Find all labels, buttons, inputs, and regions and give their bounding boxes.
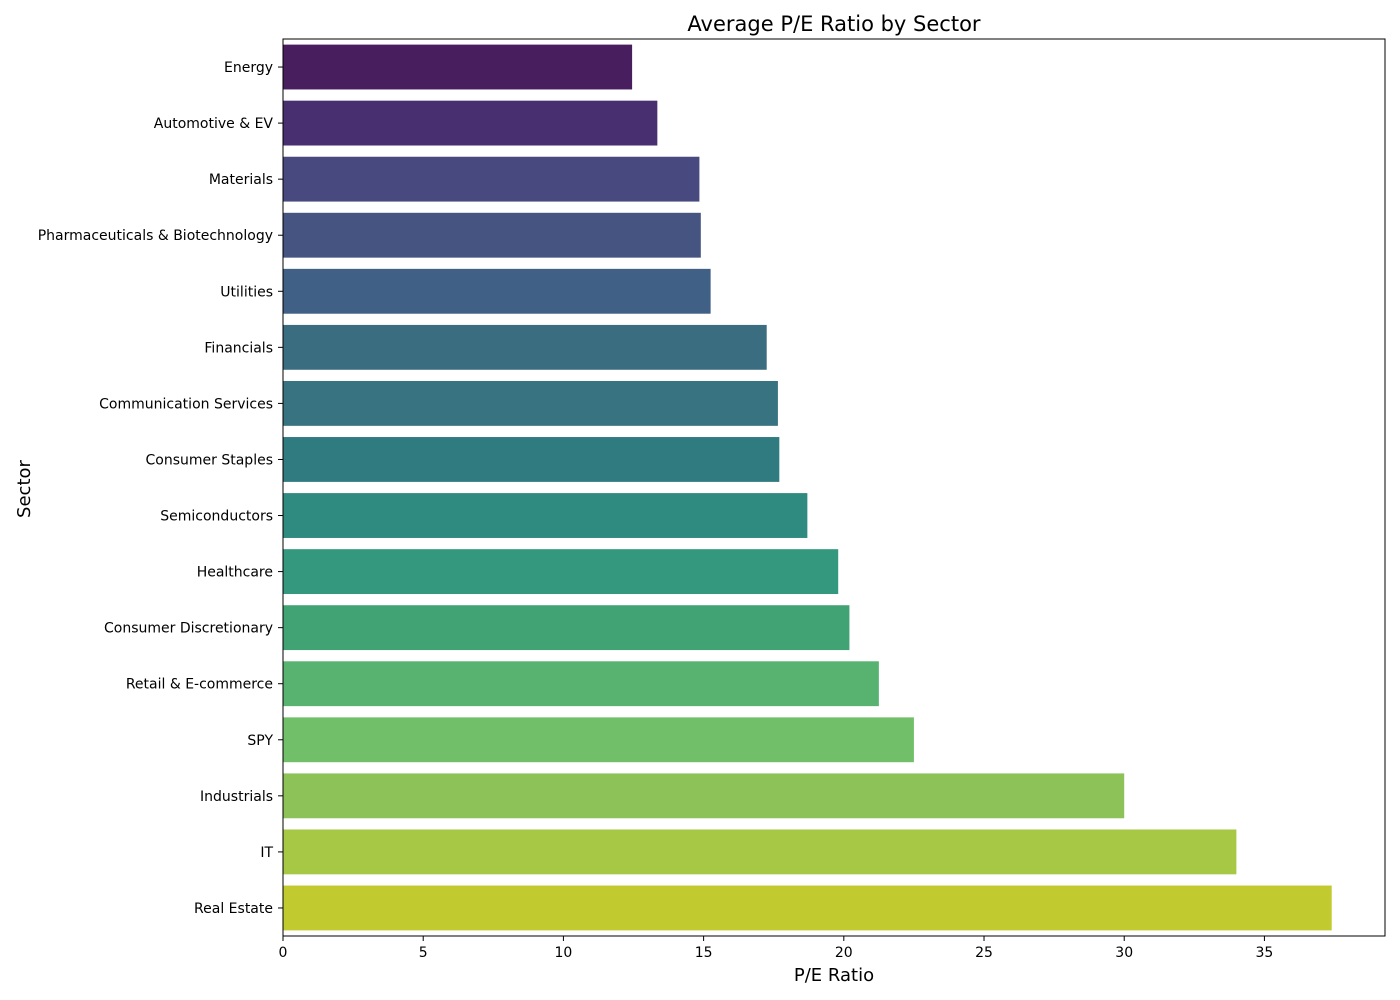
bar-pharmaceuticals-biotechnology (283, 212, 701, 258)
bar-consumer-discretionary (283, 605, 850, 651)
bar-industrials (283, 773, 1125, 819)
bar-healthcare (283, 549, 839, 595)
y-axis-label: Sector (14, 459, 35, 517)
y-tick-label: IT (260, 845, 273, 861)
y-tick-label: Energy (224, 60, 273, 76)
y-tick-label: Healthcare (197, 565, 273, 581)
x-tick-label: 35 (1256, 945, 1274, 961)
y-ticks-layer: Energy Automotive & EV Materials Pharmaceut… (38, 60, 283, 917)
y-tick-label: Consumer Discretionary (104, 621, 273, 637)
x-tick-label: 25 (975, 945, 993, 961)
y-tick-label: Automotive & EV (154, 116, 274, 132)
bar-semiconductors (283, 493, 808, 538)
y-tick-label: Semiconductors (160, 509, 273, 525)
bar-financials (283, 324, 767, 370)
x-tick-label: 30 (1115, 945, 1133, 961)
y-tick-label: SPY (247, 733, 273, 749)
y-tick-label: Utilities (220, 284, 273, 300)
bar-consumer-staples (283, 437, 780, 482)
bar-automotive-ev (283, 100, 658, 146)
y-tick-label: Industrials (200, 789, 273, 805)
bar-materials (283, 156, 700, 202)
chart-title: Average P/E Ratio by Sector (687, 12, 980, 36)
y-tick-label: Real Estate (194, 901, 273, 917)
x-ticks-layer: 0 5 10 15 20 25 30 35 (279, 936, 1274, 961)
bar-retail-e-commerce (283, 661, 879, 707)
bar-it (283, 829, 1237, 875)
bar-energy (283, 44, 633, 90)
bar-utilities (283, 268, 711, 314)
plot-frame (282, 38, 1386, 937)
x-axis-label: P/E Ratio (794, 965, 874, 986)
y-tick-label: Financials (204, 340, 273, 356)
y-tick-label: Materials (209, 172, 273, 188)
bar-communication-services (283, 380, 778, 426)
y-tick-label: Consumer Staples (146, 452, 273, 468)
bar-spy (283, 717, 914, 763)
y-tick-label: Communication Services (99, 396, 273, 412)
bars-layer (283, 44, 1332, 931)
x-tick-label: 15 (695, 945, 713, 961)
bar-real-estate (283, 885, 1332, 931)
x-tick-label: 5 (419, 945, 428, 961)
x-tick-label: 20 (835, 945, 853, 961)
x-tick-label: 10 (554, 945, 572, 961)
y-tick-label: Retail & E-commerce (126, 677, 273, 693)
x-tick-label: 0 (279, 945, 288, 961)
y-tick-label: Pharmaceuticals & Biotechnology (38, 228, 273, 244)
